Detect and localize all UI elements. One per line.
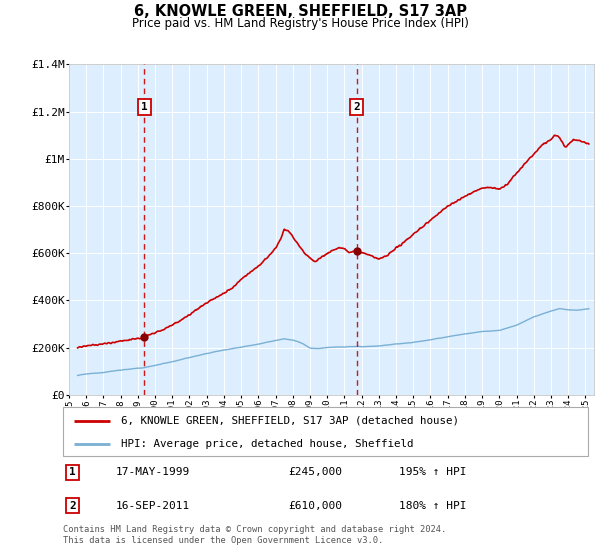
Text: 16-SEP-2011: 16-SEP-2011: [115, 501, 190, 511]
Text: 6, KNOWLE GREEN, SHEFFIELD, S17 3AP (detached house): 6, KNOWLE GREEN, SHEFFIELD, S17 3AP (det…: [121, 416, 459, 426]
Text: £610,000: £610,000: [289, 501, 343, 511]
Text: 2: 2: [353, 102, 360, 113]
Text: 6, KNOWLE GREEN, SHEFFIELD, S17 3AP: 6, KNOWLE GREEN, SHEFFIELD, S17 3AP: [133, 4, 467, 19]
Text: Contains HM Land Registry data © Crown copyright and database right 2024.
This d: Contains HM Land Registry data © Crown c…: [63, 525, 446, 545]
Text: 1: 1: [69, 468, 76, 478]
Text: 17-MAY-1999: 17-MAY-1999: [115, 468, 190, 478]
Text: Price paid vs. HM Land Registry's House Price Index (HPI): Price paid vs. HM Land Registry's House …: [131, 17, 469, 30]
Text: 180% ↑ HPI: 180% ↑ HPI: [399, 501, 467, 511]
Text: HPI: Average price, detached house, Sheffield: HPI: Average price, detached house, Shef…: [121, 438, 413, 449]
Text: 195% ↑ HPI: 195% ↑ HPI: [399, 468, 467, 478]
Text: 1: 1: [141, 102, 148, 113]
Text: £245,000: £245,000: [289, 468, 343, 478]
FancyBboxPatch shape: [63, 407, 588, 456]
Text: 2: 2: [69, 501, 76, 511]
